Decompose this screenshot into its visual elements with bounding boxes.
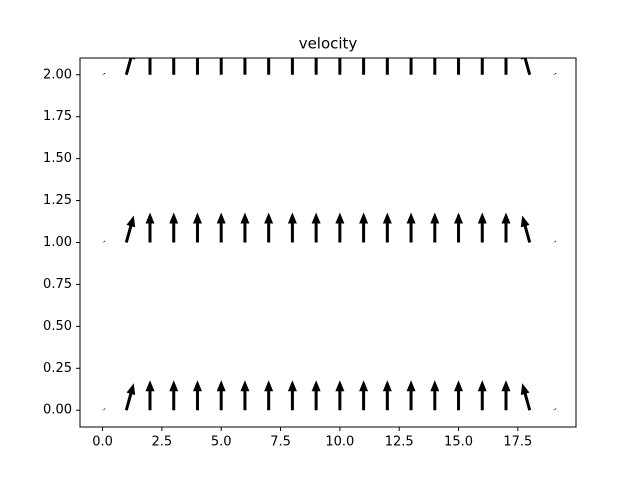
arrow	[454, 212, 464, 243]
x-tick-label: 15.0	[444, 435, 473, 450]
arrow	[335, 212, 345, 243]
x-tick-label: 10.0	[325, 435, 354, 450]
arrow	[406, 212, 416, 243]
arrow	[553, 240, 557, 243]
arrow	[192, 380, 202, 411]
x-tick-label: 2.5	[152, 435, 173, 450]
arrow	[311, 58, 321, 75]
arrow	[406, 58, 416, 75]
arrow	[264, 58, 274, 75]
arrow	[124, 58, 136, 76]
y-tick-label: 0.75	[43, 277, 72, 292]
arrow	[520, 58, 532, 76]
y-tick-label: 1.25	[43, 193, 72, 208]
chart-title: velocity	[299, 35, 358, 53]
arrow	[553, 408, 557, 411]
y-tick-label: 0.50	[43, 319, 72, 334]
y-tick-label: 1.50	[43, 151, 72, 166]
arrow	[477, 58, 487, 75]
arrow	[477, 212, 487, 243]
arrow	[359, 58, 369, 75]
arrow	[240, 58, 250, 75]
arrow	[382, 380, 392, 411]
arrow	[501, 380, 511, 411]
arrow	[335, 58, 345, 75]
arrow	[454, 380, 464, 411]
arrow	[145, 212, 155, 243]
arrow	[240, 212, 250, 243]
arrow	[264, 380, 274, 411]
y-tick-label: 0.25	[43, 361, 72, 376]
arrow	[287, 212, 297, 243]
arrow	[240, 380, 250, 411]
arrow	[169, 212, 179, 243]
arrow	[287, 58, 297, 75]
plot-area	[102, 58, 557, 411]
x-tick-label: 17.5	[503, 435, 532, 450]
x-tick-label: 7.5	[270, 435, 291, 450]
arrow	[311, 380, 321, 411]
arrow	[124, 215, 136, 243]
arrow	[335, 380, 345, 411]
arrow	[359, 212, 369, 243]
arrow	[359, 380, 369, 411]
arrow	[216, 380, 226, 411]
arrow	[264, 212, 274, 243]
y-tick-label: 0.00	[43, 403, 72, 418]
x-tick-label: 5.0	[211, 435, 232, 450]
arrow	[192, 212, 202, 243]
arrow	[430, 58, 440, 75]
arrow	[102, 72, 106, 75]
x-tick-label: 12.5	[385, 435, 414, 450]
arrow	[216, 58, 226, 75]
arrow	[477, 380, 487, 411]
arrow	[406, 380, 416, 411]
y-tick-label: 1.00	[43, 235, 72, 250]
arrow	[216, 212, 226, 243]
y-tick-label: 2.00	[43, 67, 72, 82]
arrow	[553, 72, 557, 75]
x-tick-label: 0.0	[92, 435, 113, 450]
arrow	[501, 212, 511, 243]
arrow	[430, 212, 440, 243]
arrow	[454, 58, 464, 75]
arrow	[192, 58, 202, 75]
arrow	[145, 58, 155, 75]
arrow	[102, 240, 106, 243]
y-tick-label: 1.75	[43, 109, 72, 124]
arrow	[102, 408, 106, 411]
arrow	[169, 380, 179, 411]
arrow	[169, 58, 179, 75]
arrow	[287, 380, 297, 411]
arrow	[382, 58, 392, 75]
arrow	[501, 58, 511, 75]
arrow	[520, 383, 532, 411]
arrow	[382, 212, 392, 243]
arrow	[430, 380, 440, 411]
arrow	[124, 383, 136, 411]
arrow	[520, 215, 532, 243]
arrow	[145, 380, 155, 411]
arrow	[311, 212, 321, 243]
